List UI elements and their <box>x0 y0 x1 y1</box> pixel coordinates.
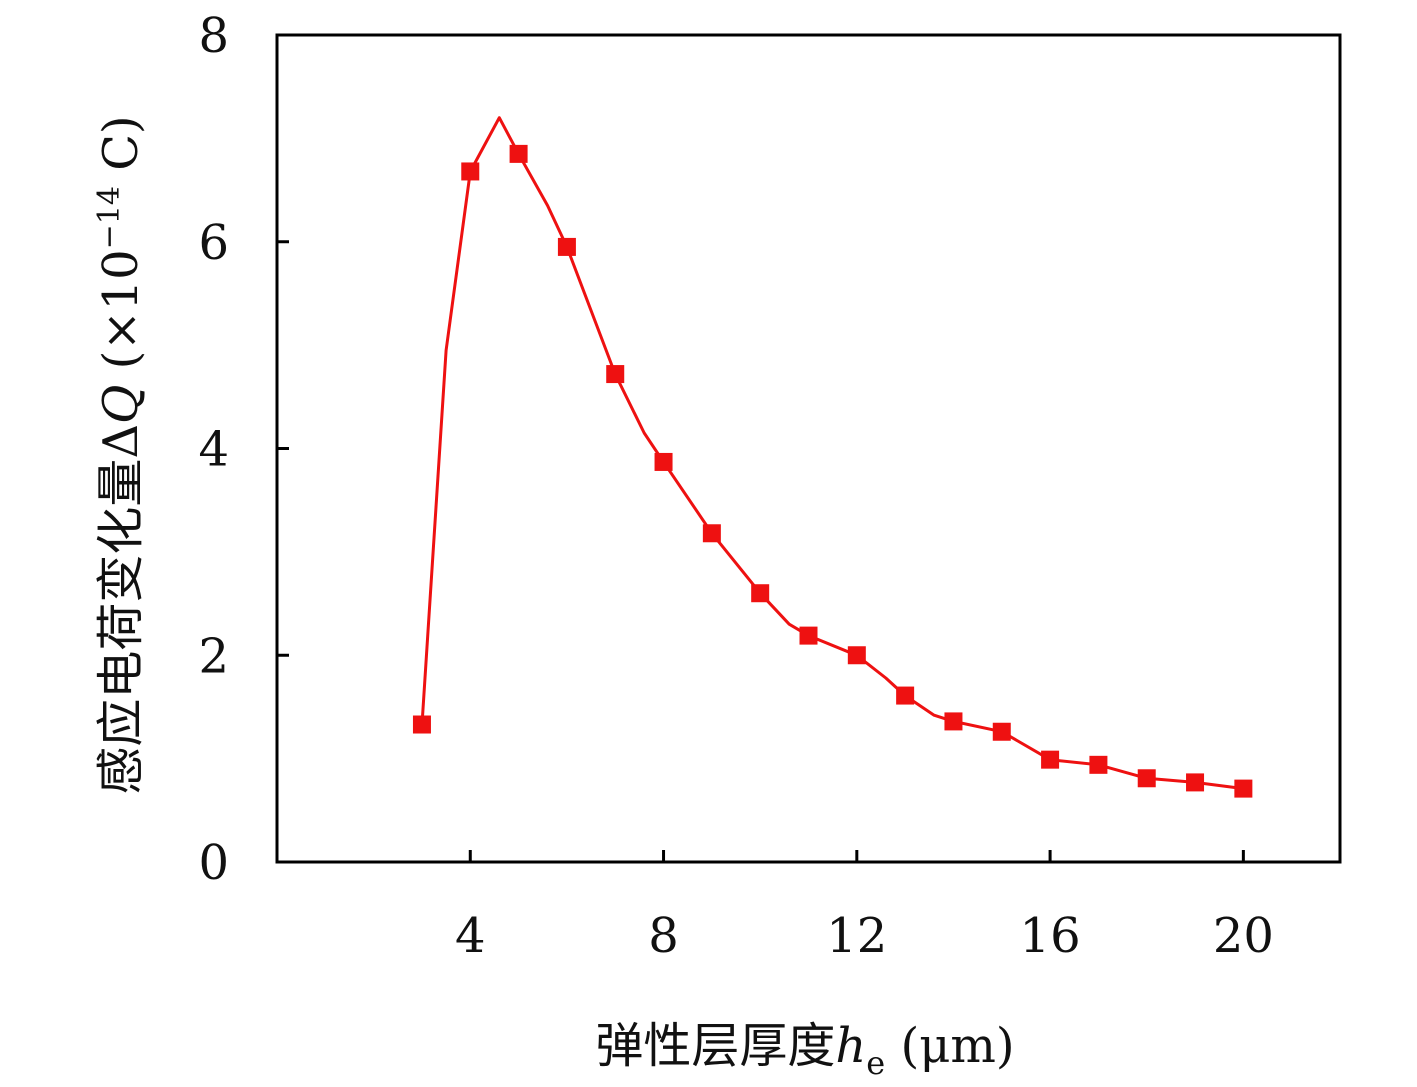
y-axis-title-var: Q <box>93 385 149 424</box>
data-point-10 <box>751 584 770 603</box>
data-point-5 <box>509 144 528 163</box>
x-tick-label-8: 8 <box>648 908 679 964</box>
data-point-6 <box>557 237 576 256</box>
x-tick-label-16: 16 <box>1020 908 1081 964</box>
data-point-8 <box>654 452 673 471</box>
data-point-12 <box>847 646 866 665</box>
y-tick-label-0: 0 <box>198 835 229 891</box>
x-axis-title: 弹性层厚度he (μm) <box>595 1018 1014 1082</box>
data-point-4 <box>461 162 480 181</box>
y-axis-title-unit-exp: −14 <box>92 186 127 249</box>
data-point-11 <box>799 626 818 645</box>
data-point-20 <box>1234 779 1253 798</box>
y-axis-title-main: 感应电荷变化量Δ <box>93 424 149 795</box>
axes-layer: 4 8 12 16 20 0 2 4 6 8 <box>198 8 1342 964</box>
data-point-3 <box>412 715 431 734</box>
x-axis-title-main: 弹性层厚度 <box>595 1018 835 1074</box>
data-point-18 <box>1137 769 1156 788</box>
data-point-15 <box>992 722 1011 741</box>
y-axis-title-unit-open: (×10 <box>93 249 149 384</box>
y-axis-title: 感应电荷变化量ΔQ (×10−14 C) <box>92 115 149 794</box>
y-axis-title-unit-close: C) <box>93 115 149 186</box>
series-layer <box>412 116 1253 798</box>
data-point-7 <box>606 365 625 384</box>
data-point-16 <box>1041 750 1060 769</box>
y-tick-label-2: 2 <box>198 628 229 684</box>
y-tick-label-4: 4 <box>198 422 229 478</box>
x-tick-label-4: 4 <box>455 908 486 964</box>
data-point-19 <box>1186 773 1205 792</box>
data-point-17 <box>1089 755 1108 774</box>
data-point-14 <box>944 712 963 731</box>
x-axis-title-var: h <box>835 1018 866 1074</box>
x-tick-label-20: 20 <box>1213 908 1274 964</box>
data-point-9 <box>702 524 721 543</box>
x-axis-title-sub: e <box>866 1044 885 1082</box>
data-point-13 <box>896 686 915 705</box>
y-tick-label-8: 8 <box>198 8 229 64</box>
x-axis-title-unit: (μm) <box>885 1018 1014 1074</box>
x-tick-label-12: 12 <box>826 908 887 964</box>
y-tick-label-6: 6 <box>198 215 229 271</box>
